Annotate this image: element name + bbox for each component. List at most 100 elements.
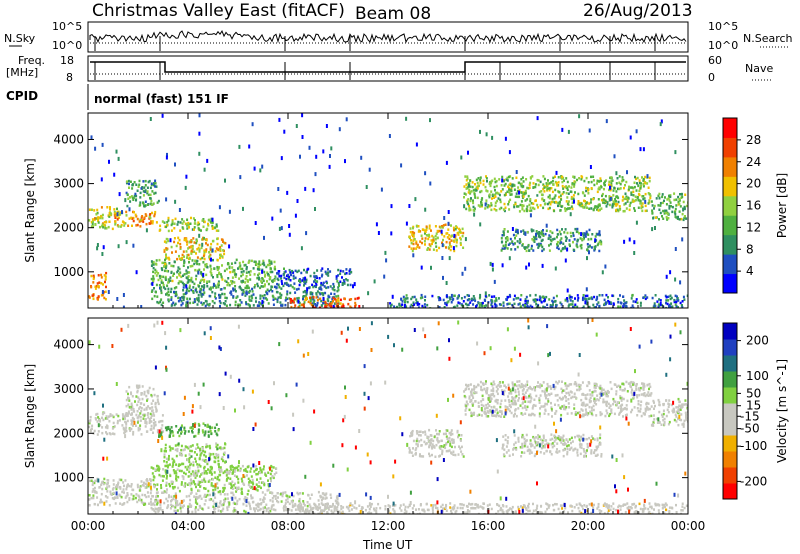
- cell: [520, 191, 523, 194]
- cell: [179, 502, 182, 505]
- cell: [90, 285, 93, 289]
- cell: [681, 212, 684, 216]
- cell: [400, 509, 403, 512]
- cell: [218, 266, 220, 269]
- cell: [550, 181, 553, 184]
- cell: [179, 296, 182, 301]
- cell: [173, 495, 176, 498]
- cell: [590, 207, 593, 210]
- cell: [673, 198, 676, 202]
- cell: [241, 464, 244, 468]
- cell: [202, 431, 205, 434]
- cell: [89, 430, 92, 433]
- cell: [247, 303, 250, 306]
- cell: [225, 479, 228, 482]
- cell: [332, 304, 335, 308]
- cell: [511, 177, 514, 180]
- cell: [154, 421, 157, 424]
- cell: [476, 187, 479, 190]
- cell: [216, 454, 219, 457]
- cell: [522, 303, 525, 307]
- cell: [129, 180, 132, 183]
- cell: [184, 465, 187, 469]
- cell: [105, 415, 108, 418]
- cell: [453, 504, 456, 507]
- cell: [220, 275, 223, 278]
- cell: [568, 207, 571, 210]
- cell: [606, 511, 609, 514]
- cell: [572, 248, 575, 252]
- cell: [226, 506, 229, 509]
- cell: [243, 469, 246, 472]
- cell: [286, 293, 289, 296]
- cell: [667, 197, 670, 200]
- cell: [598, 304, 601, 308]
- cell: [542, 187, 545, 191]
- cell: [269, 270, 272, 274]
- cell: [255, 488, 258, 491]
- cell: [168, 494, 170, 497]
- cell: [189, 426, 192, 430]
- cell: [284, 299, 287, 302]
- cell: [185, 289, 188, 293]
- cell: [555, 294, 558, 298]
- cell: [212, 258, 214, 262]
- cell: [227, 476, 230, 480]
- cell: [518, 210, 521, 213]
- cell: [524, 231, 527, 234]
- cell: [258, 508, 261, 512]
- cell: [465, 187, 468, 190]
- cell: [333, 509, 336, 512]
- cell: [470, 507, 473, 510]
- cell: [144, 503, 147, 506]
- cell: [170, 500, 172, 503]
- cell: [324, 505, 327, 508]
- cell: [172, 264, 175, 268]
- cell: [591, 233, 594, 236]
- cell: [450, 511, 453, 514]
- cell: [143, 403, 146, 406]
- cell: [165, 241, 168, 244]
- cell: [644, 209, 647, 213]
- cell: [191, 259, 194, 262]
- cell: [204, 499, 207, 502]
- cell: [538, 190, 541, 194]
- cell: [538, 306, 541, 308]
- cell: [529, 181, 532, 185]
- cell: [236, 469, 239, 472]
- cell: [523, 504, 526, 508]
- cell: [232, 287, 235, 290]
- cell: [200, 272, 203, 275]
- cell: [334, 298, 336, 301]
- cell: [504, 136, 507, 141]
- cell: [567, 304, 570, 308]
- cell: [606, 506, 609, 509]
- cell: [210, 272, 213, 275]
- cell: [209, 286, 212, 289]
- cell: [201, 278, 204, 282]
- cell: [145, 394, 148, 398]
- cell: [296, 199, 299, 203]
- cell: [206, 303, 209, 306]
- cell: [313, 284, 316, 288]
- cell: [223, 486, 226, 490]
- cell: [518, 238, 521, 241]
- cell: [535, 237, 538, 241]
- cell: [151, 203, 154, 206]
- cell: [519, 203, 522, 207]
- cell: [620, 302, 623, 305]
- cell: [143, 390, 146, 394]
- cell: [201, 472, 204, 475]
- cell: [268, 289, 271, 293]
- cell: [467, 150, 469, 155]
- cell: [665, 203, 668, 206]
- cell: [640, 202, 643, 205]
- cell: [267, 507, 270, 510]
- cell: [441, 243, 444, 248]
- cell: [232, 289, 235, 292]
- cell: [268, 259, 271, 262]
- cell: [192, 217, 195, 220]
- cell: [303, 301, 306, 304]
- cell: [665, 301, 667, 305]
- cell: [171, 220, 174, 223]
